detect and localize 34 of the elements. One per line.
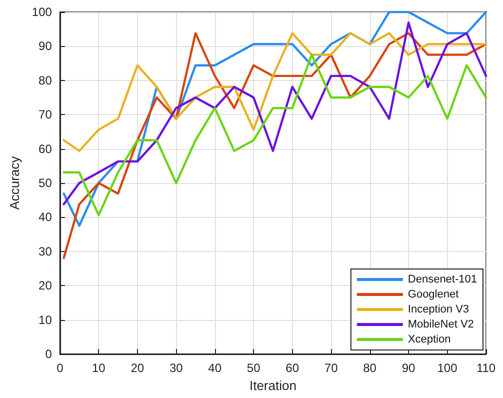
y-tick-label: 70 bbox=[38, 108, 52, 122]
y-tick-label: 40 bbox=[38, 210, 52, 224]
x-tick-label: 10 bbox=[92, 361, 106, 375]
y-tick-label: 0 bbox=[45, 347, 52, 361]
y-tick-label: 10 bbox=[38, 312, 52, 327]
legend-label: Densenet-101 bbox=[408, 274, 478, 286]
x-tick-label: 80 bbox=[363, 361, 377, 375]
x-tick-label: 40 bbox=[208, 361, 222, 375]
x-tick-label: 100 bbox=[437, 361, 458, 375]
x-tick-label: 110 bbox=[476, 361, 496, 375]
y-tick-label: 50 bbox=[38, 176, 52, 190]
x-tick-label: 90 bbox=[402, 361, 416, 375]
line-series bbox=[62, 32, 488, 152]
legend-label: Xception bbox=[408, 334, 451, 346]
x-tick-label: 70 bbox=[324, 361, 338, 375]
line-series bbox=[62, 32, 488, 259]
x-tick-label: 60 bbox=[286, 361, 300, 375]
y-tick-label: 30 bbox=[38, 244, 52, 258]
y-tick-label: 80 bbox=[38, 73, 52, 88]
y-tick-label: 60 bbox=[38, 142, 52, 156]
x-axis-title: Iteration bbox=[249, 378, 296, 393]
y-tick-label: 90 bbox=[38, 39, 52, 54]
legend-label: MobileNet V2 bbox=[408, 318, 474, 330]
legend-label: Inception V3 bbox=[408, 304, 470, 316]
x-tick-label: 20 bbox=[130, 361, 144, 375]
x-tick-label: 50 bbox=[246, 361, 261, 375]
line-series bbox=[62, 22, 488, 206]
y-tick-label: 20 bbox=[38, 278, 52, 293]
line-series bbox=[62, 54, 488, 216]
x-tick-label: 0 bbox=[56, 361, 64, 375]
legend-label: Googlenet bbox=[408, 288, 459, 300]
y-tick-label: 100 bbox=[32, 5, 52, 19]
y-axis-title: Accuracy bbox=[7, 156, 22, 210]
x-tick-label: 30 bbox=[169, 361, 184, 375]
